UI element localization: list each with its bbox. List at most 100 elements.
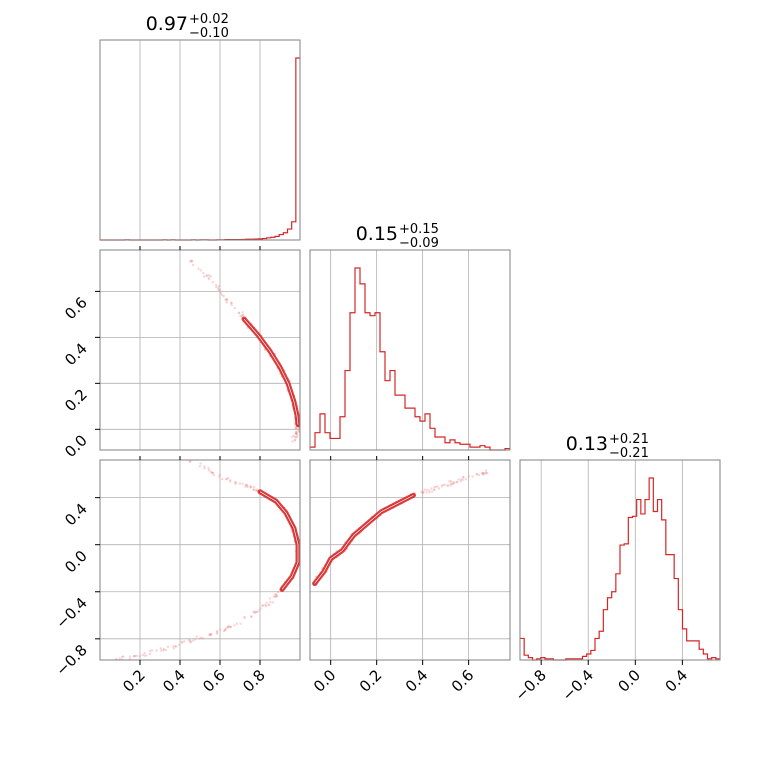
sample-point	[295, 430, 299, 434]
sample-point	[209, 470, 212, 473]
sample-point	[235, 622, 239, 625]
title-minus: −0.09	[399, 236, 439, 251]
sample-point	[234, 481, 237, 484]
panel-p2-vs-p0	[114, 460, 300, 660]
sample-point	[207, 278, 211, 281]
sample-point	[443, 483, 446, 487]
sample-point	[461, 475, 465, 479]
sample-point	[422, 491, 425, 494]
sample-point	[446, 484, 450, 487]
sample-point	[245, 484, 248, 487]
sample-point	[166, 645, 170, 649]
sample-point	[238, 482, 242, 485]
sample-point	[295, 426, 298, 430]
sample-point	[482, 471, 486, 475]
sample-point	[164, 648, 168, 652]
sample-point	[230, 301, 233, 305]
sample-point	[295, 432, 298, 435]
sample-point	[230, 301, 233, 305]
sample-point	[483, 472, 487, 475]
sample-point	[420, 490, 423, 494]
sample-point	[252, 488, 255, 492]
sample-point	[253, 611, 256, 615]
sample-point	[228, 480, 232, 483]
sample-point	[215, 629, 219, 633]
sample-point	[239, 622, 242, 625]
sample-point	[233, 624, 236, 627]
sample-point	[425, 488, 429, 492]
sample-point	[175, 645, 178, 648]
hist-title-1: 0.15 +0.15−0.09	[356, 222, 439, 251]
hist-step-line	[520, 477, 720, 661]
sample-point	[209, 634, 212, 637]
sample-point	[224, 628, 227, 631]
sample-point	[296, 435, 299, 438]
sample-point	[210, 471, 214, 474]
sample-point	[440, 485, 444, 488]
sample-point	[203, 465, 206, 468]
sample-point	[189, 460, 192, 463]
sample-point	[222, 629, 226, 633]
sample-point	[222, 294, 225, 298]
title-median: 0.15	[356, 223, 398, 245]
sample-point	[122, 655, 125, 658]
sample-point	[274, 595, 277, 598]
panel-p1-vs-p0	[188, 259, 300, 443]
sample-point	[294, 426, 297, 429]
sample-point	[233, 306, 236, 310]
sample-point	[187, 639, 191, 642]
sample-point	[275, 595, 279, 598]
panel-p1-vs-p0-grid	[100, 250, 300, 450]
sample-point	[195, 635, 198, 638]
sample-point	[446, 484, 449, 487]
sample-point	[230, 303, 233, 307]
sample-point	[172, 645, 175, 648]
panel-p1-vs-p0-frame	[99, 249, 301, 451]
sample-point	[219, 291, 223, 295]
sample-point	[199, 462, 202, 465]
sample-point	[234, 480, 237, 484]
sample-point	[143, 654, 146, 657]
title-median: 0.97	[146, 13, 188, 35]
sample-point	[183, 640, 186, 643]
sample-point	[244, 483, 247, 486]
sample-point	[218, 289, 221, 292]
sample-point	[481, 471, 484, 475]
sample-point	[297, 429, 300, 433]
sample-point	[255, 488, 258, 491]
sample-point	[457, 478, 460, 481]
sample-point	[198, 637, 201, 640]
sample-point	[249, 485, 252, 488]
sample-point	[227, 625, 230, 628]
sample-point	[459, 478, 463, 481]
sample-point	[449, 484, 452, 487]
sample-point	[191, 639, 195, 642]
sample-point	[181, 641, 184, 644]
title-plus: +0.02	[189, 12, 229, 27]
sample-point	[294, 432, 298, 435]
sample-point	[226, 626, 230, 629]
hist-param-2-frame	[519, 459, 721, 661]
sample-point	[172, 647, 176, 650]
sample-point	[239, 314, 242, 318]
sample-point	[225, 478, 229, 481]
sample-point	[448, 480, 451, 483]
sample-point	[193, 638, 197, 641]
sample-point	[144, 654, 148, 657]
sample-point	[275, 594, 278, 597]
sample-point	[227, 476, 230, 480]
sample-point	[240, 313, 244, 317]
sample-point	[162, 649, 165, 652]
sample-point	[264, 603, 267, 606]
title-plus: +0.15	[399, 222, 439, 237]
sample-point	[221, 477, 224, 481]
sample-point	[467, 475, 471, 478]
sample-point	[223, 629, 227, 632]
sample-point	[234, 482, 237, 486]
sample-point	[199, 269, 202, 272]
sample-point	[429, 487, 433, 490]
sample-point	[461, 478, 464, 481]
hist-param-0-grid	[139, 40, 261, 240]
sample-point	[456, 480, 459, 484]
sample-point	[219, 628, 222, 631]
